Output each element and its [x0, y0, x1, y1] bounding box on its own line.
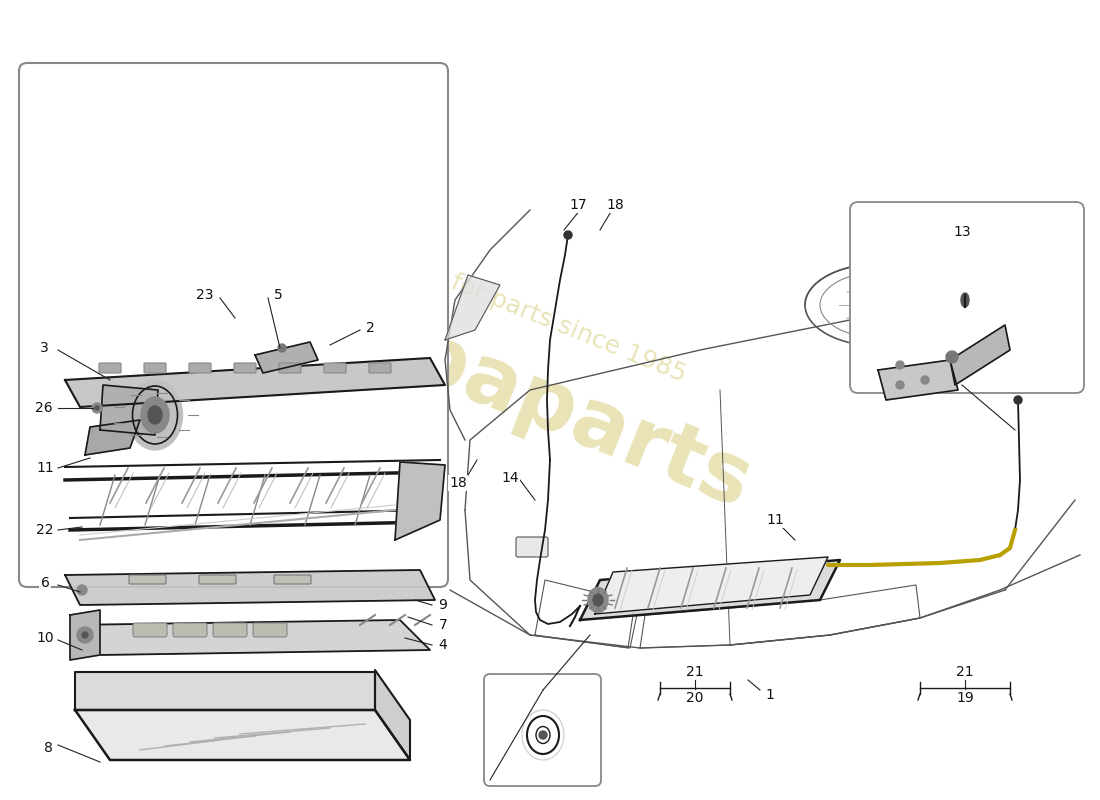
Text: 11: 11 — [36, 461, 54, 475]
FancyBboxPatch shape — [19, 63, 448, 587]
Text: 18: 18 — [606, 198, 624, 212]
Circle shape — [95, 406, 99, 410]
Text: 23: 23 — [196, 288, 213, 302]
Text: 26: 26 — [35, 401, 53, 415]
Text: 10: 10 — [36, 631, 54, 645]
Text: 8: 8 — [44, 741, 53, 755]
Circle shape — [921, 376, 929, 384]
FancyBboxPatch shape — [213, 623, 248, 637]
FancyBboxPatch shape — [99, 363, 121, 373]
Ellipse shape — [588, 587, 608, 613]
Polygon shape — [100, 385, 158, 435]
Ellipse shape — [961, 293, 969, 307]
Circle shape — [278, 344, 286, 352]
Polygon shape — [375, 670, 410, 760]
Circle shape — [896, 381, 904, 389]
Polygon shape — [75, 710, 410, 760]
Polygon shape — [85, 420, 140, 455]
Text: 1: 1 — [766, 688, 774, 702]
Text: 4: 4 — [439, 638, 448, 652]
FancyBboxPatch shape — [850, 202, 1084, 393]
Circle shape — [92, 403, 102, 413]
FancyBboxPatch shape — [129, 575, 166, 584]
Text: 14: 14 — [502, 471, 519, 485]
Polygon shape — [65, 358, 446, 407]
Circle shape — [896, 361, 904, 369]
Polygon shape — [75, 672, 375, 710]
Text: 9: 9 — [439, 598, 448, 612]
Polygon shape — [65, 570, 434, 605]
Text: 20: 20 — [686, 691, 704, 705]
Text: 19: 19 — [956, 691, 974, 705]
FancyBboxPatch shape — [234, 363, 256, 373]
Polygon shape — [950, 325, 1010, 385]
Text: 6: 6 — [41, 576, 50, 590]
Circle shape — [564, 231, 572, 239]
Text: 2: 2 — [365, 321, 374, 335]
FancyBboxPatch shape — [324, 363, 346, 373]
Text: 21: 21 — [686, 665, 704, 679]
Circle shape — [77, 585, 87, 595]
FancyBboxPatch shape — [144, 363, 166, 373]
FancyBboxPatch shape — [189, 363, 211, 373]
Text: a passion for parts since 1985: a passion for parts since 1985 — [330, 223, 690, 387]
FancyBboxPatch shape — [484, 674, 601, 786]
Text: 7: 7 — [439, 618, 448, 632]
FancyBboxPatch shape — [199, 575, 236, 584]
FancyBboxPatch shape — [274, 575, 311, 584]
FancyBboxPatch shape — [253, 623, 287, 637]
FancyBboxPatch shape — [516, 537, 548, 557]
Ellipse shape — [593, 594, 603, 606]
Text: 22: 22 — [36, 523, 54, 537]
Polygon shape — [395, 462, 446, 540]
Ellipse shape — [128, 380, 183, 450]
FancyBboxPatch shape — [279, 363, 301, 373]
Text: 18: 18 — [449, 476, 466, 490]
FancyBboxPatch shape — [368, 363, 390, 373]
Ellipse shape — [141, 397, 169, 433]
Polygon shape — [446, 275, 501, 340]
Polygon shape — [70, 610, 100, 660]
Text: europaparts: europaparts — [197, 234, 762, 526]
FancyBboxPatch shape — [133, 623, 167, 637]
Text: 3: 3 — [40, 341, 48, 355]
Circle shape — [82, 632, 88, 638]
Circle shape — [77, 627, 94, 643]
Circle shape — [1014, 396, 1022, 404]
Text: 21: 21 — [956, 665, 974, 679]
Polygon shape — [580, 560, 840, 620]
Text: 13: 13 — [954, 225, 971, 239]
Polygon shape — [70, 620, 430, 655]
Ellipse shape — [148, 406, 162, 424]
Text: 11: 11 — [766, 513, 784, 527]
Text: 17: 17 — [569, 198, 586, 212]
Text: 5: 5 — [274, 288, 283, 302]
FancyBboxPatch shape — [173, 623, 207, 637]
Polygon shape — [255, 342, 318, 373]
Polygon shape — [878, 360, 958, 400]
Circle shape — [539, 731, 547, 739]
Circle shape — [946, 351, 958, 363]
Polygon shape — [595, 557, 828, 614]
